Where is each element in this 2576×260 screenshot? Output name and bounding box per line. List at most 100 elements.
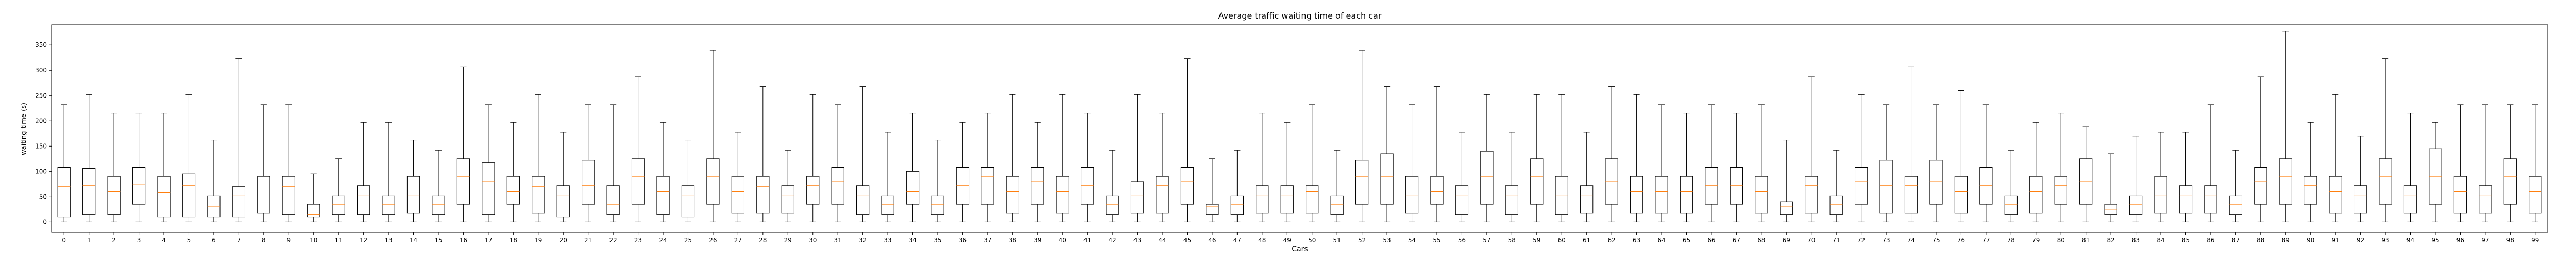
iqr-box xyxy=(1056,176,1069,214)
iqr-box xyxy=(2204,185,2217,214)
iqr-box xyxy=(2304,176,2317,205)
x-tick-label: 40 xyxy=(1059,237,1066,244)
box-item xyxy=(1180,58,1194,222)
box-item xyxy=(1605,86,1618,222)
iqr-box xyxy=(406,176,420,214)
box-item xyxy=(1081,113,1094,222)
iqr-box xyxy=(1206,204,1219,215)
iqr-box xyxy=(207,195,221,218)
box-item xyxy=(1006,94,1019,222)
iqr-box xyxy=(606,185,620,215)
iqr-box xyxy=(631,158,645,205)
box-item xyxy=(681,140,695,222)
x-tick-label: 15 xyxy=(434,237,442,244)
x-tick-label: 50 xyxy=(1308,237,1316,244)
box-item xyxy=(2503,104,2517,222)
box-item xyxy=(532,94,545,222)
y-axis-label: waiting time (s) xyxy=(20,103,28,155)
iqr-box xyxy=(806,176,820,205)
iqr-box xyxy=(1805,176,1818,214)
x-tick-label: 1 xyxy=(87,237,91,244)
box-item xyxy=(257,104,270,222)
iqr-box xyxy=(1405,176,1419,214)
x-tick-label: 46 xyxy=(1208,237,1216,244)
iqr-box xyxy=(731,176,744,214)
box-item xyxy=(1480,94,1494,222)
box-item xyxy=(182,94,196,222)
box-item xyxy=(406,140,420,222)
x-tick-label: 71 xyxy=(1833,237,1840,244)
box-item xyxy=(382,122,395,222)
x-tick-label: 30 xyxy=(809,237,817,244)
x-tick-label: 44 xyxy=(1158,237,1166,244)
x-tick-label: 70 xyxy=(1807,237,1815,244)
iqr-box xyxy=(1455,185,1469,215)
box-item xyxy=(1031,122,1044,222)
box-item xyxy=(1380,86,1394,222)
iqr-box xyxy=(1505,185,1518,215)
x-tick-label: 54 xyxy=(1408,237,1416,244)
box-item xyxy=(1879,104,1893,222)
iqr-box xyxy=(82,168,96,215)
box-item xyxy=(82,94,96,222)
x-tick-label: 99 xyxy=(2531,237,2539,244)
x-tick-label: 94 xyxy=(2406,237,2414,244)
x-tick-label: 52 xyxy=(1358,237,1366,244)
x-tick-label: 34 xyxy=(909,237,917,244)
x-tick-label: 27 xyxy=(734,237,742,244)
box-item xyxy=(1130,94,1144,222)
x-tick-label: 56 xyxy=(1458,237,1466,244)
iqr-box xyxy=(107,176,121,215)
x-tick-label: 62 xyxy=(1607,237,1615,244)
x-tick-label: 47 xyxy=(1233,237,1241,244)
iqr-box xyxy=(856,185,870,215)
iqr-box xyxy=(2029,176,2043,214)
x-tick-label: 23 xyxy=(634,237,642,244)
box-item xyxy=(2129,136,2143,222)
x-tick-label: 41 xyxy=(1083,237,1091,244)
axes-group xyxy=(51,24,2548,233)
iqr-box xyxy=(1530,158,1544,205)
box-item xyxy=(556,132,570,222)
box-item xyxy=(756,86,770,222)
x-tick-label: 24 xyxy=(659,237,667,244)
box-item xyxy=(2453,104,2467,222)
box-item xyxy=(1306,104,1319,222)
iqr-box xyxy=(182,173,196,218)
box-item xyxy=(1106,150,1119,222)
x-tick-label: 86 xyxy=(2207,237,2214,244)
x-tick-label: 57 xyxy=(1483,237,1490,244)
iqr-box xyxy=(2379,158,2392,205)
iqr-box xyxy=(332,195,345,215)
iqr-box xyxy=(2529,176,2542,214)
box-item xyxy=(606,104,620,222)
box-item xyxy=(482,104,495,222)
x-tick-label: 82 xyxy=(2107,237,2114,244)
box-item xyxy=(906,113,920,222)
iqr-box xyxy=(1430,176,1444,205)
y-tick-label: 350 xyxy=(35,41,47,48)
box-item xyxy=(2279,31,2292,222)
iqr-box xyxy=(906,171,920,205)
iqr-box xyxy=(1855,167,1868,205)
box-item xyxy=(2229,150,2242,222)
box-item xyxy=(981,113,994,222)
box-item xyxy=(1330,150,1344,222)
x-tick-label: 35 xyxy=(934,237,941,244)
x-tick-label: 53 xyxy=(1383,237,1391,244)
box-item xyxy=(1230,150,1244,222)
iqr-box xyxy=(2329,176,2342,214)
x-tick-label: 92 xyxy=(2357,237,2364,244)
box-item xyxy=(706,50,720,222)
x-tick-label: 96 xyxy=(2456,237,2464,244)
box-item xyxy=(1056,94,1069,222)
x-tick-label: 98 xyxy=(2506,237,2514,244)
box-item xyxy=(1805,76,1818,222)
box-item xyxy=(2479,104,2492,222)
x-tick-label: 55 xyxy=(1433,237,1440,244)
box-item xyxy=(1730,113,1743,222)
box-item xyxy=(781,150,794,222)
box-item xyxy=(1580,132,1594,222)
x-tick-label: 16 xyxy=(460,237,467,244)
box-item xyxy=(881,132,894,222)
